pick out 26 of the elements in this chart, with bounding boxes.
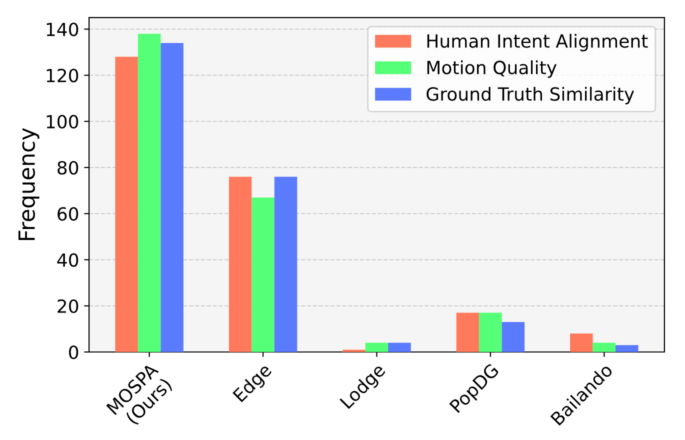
bar bbox=[228, 176, 252, 352]
y-tick-label: 80 bbox=[58, 160, 78, 175]
y-tick-label: 20 bbox=[58, 299, 78, 313]
bar bbox=[592, 342, 616, 352]
bar bbox=[616, 345, 638, 352]
bar bbox=[160, 42, 184, 352]
bar bbox=[365, 342, 388, 352]
legend-label: Human Intent Alignment bbox=[427, 34, 648, 52]
bar bbox=[138, 34, 161, 352]
bar bbox=[502, 322, 525, 352]
y-tick-label: 140 bbox=[46, 22, 78, 36]
y-tick-label: 100 bbox=[46, 114, 78, 128]
bar bbox=[252, 197, 274, 352]
legend-label: Ground Truth Similarity bbox=[426, 86, 634, 104]
legend-label: Motion Quality bbox=[427, 60, 557, 78]
y-tick-label: 120 bbox=[46, 68, 78, 82]
bar bbox=[115, 56, 138, 352]
y-tick-label: 40 bbox=[57, 253, 78, 267]
bar bbox=[388, 342, 411, 352]
y-tick-label: 0 bbox=[69, 345, 78, 360]
bar bbox=[479, 312, 502, 352]
y-tick-label: 60 bbox=[58, 207, 78, 221]
bar bbox=[274, 176, 298, 352]
bar bbox=[456, 312, 480, 352]
bar bbox=[570, 334, 593, 352]
y-axis-title: Frequency bbox=[18, 128, 40, 240]
